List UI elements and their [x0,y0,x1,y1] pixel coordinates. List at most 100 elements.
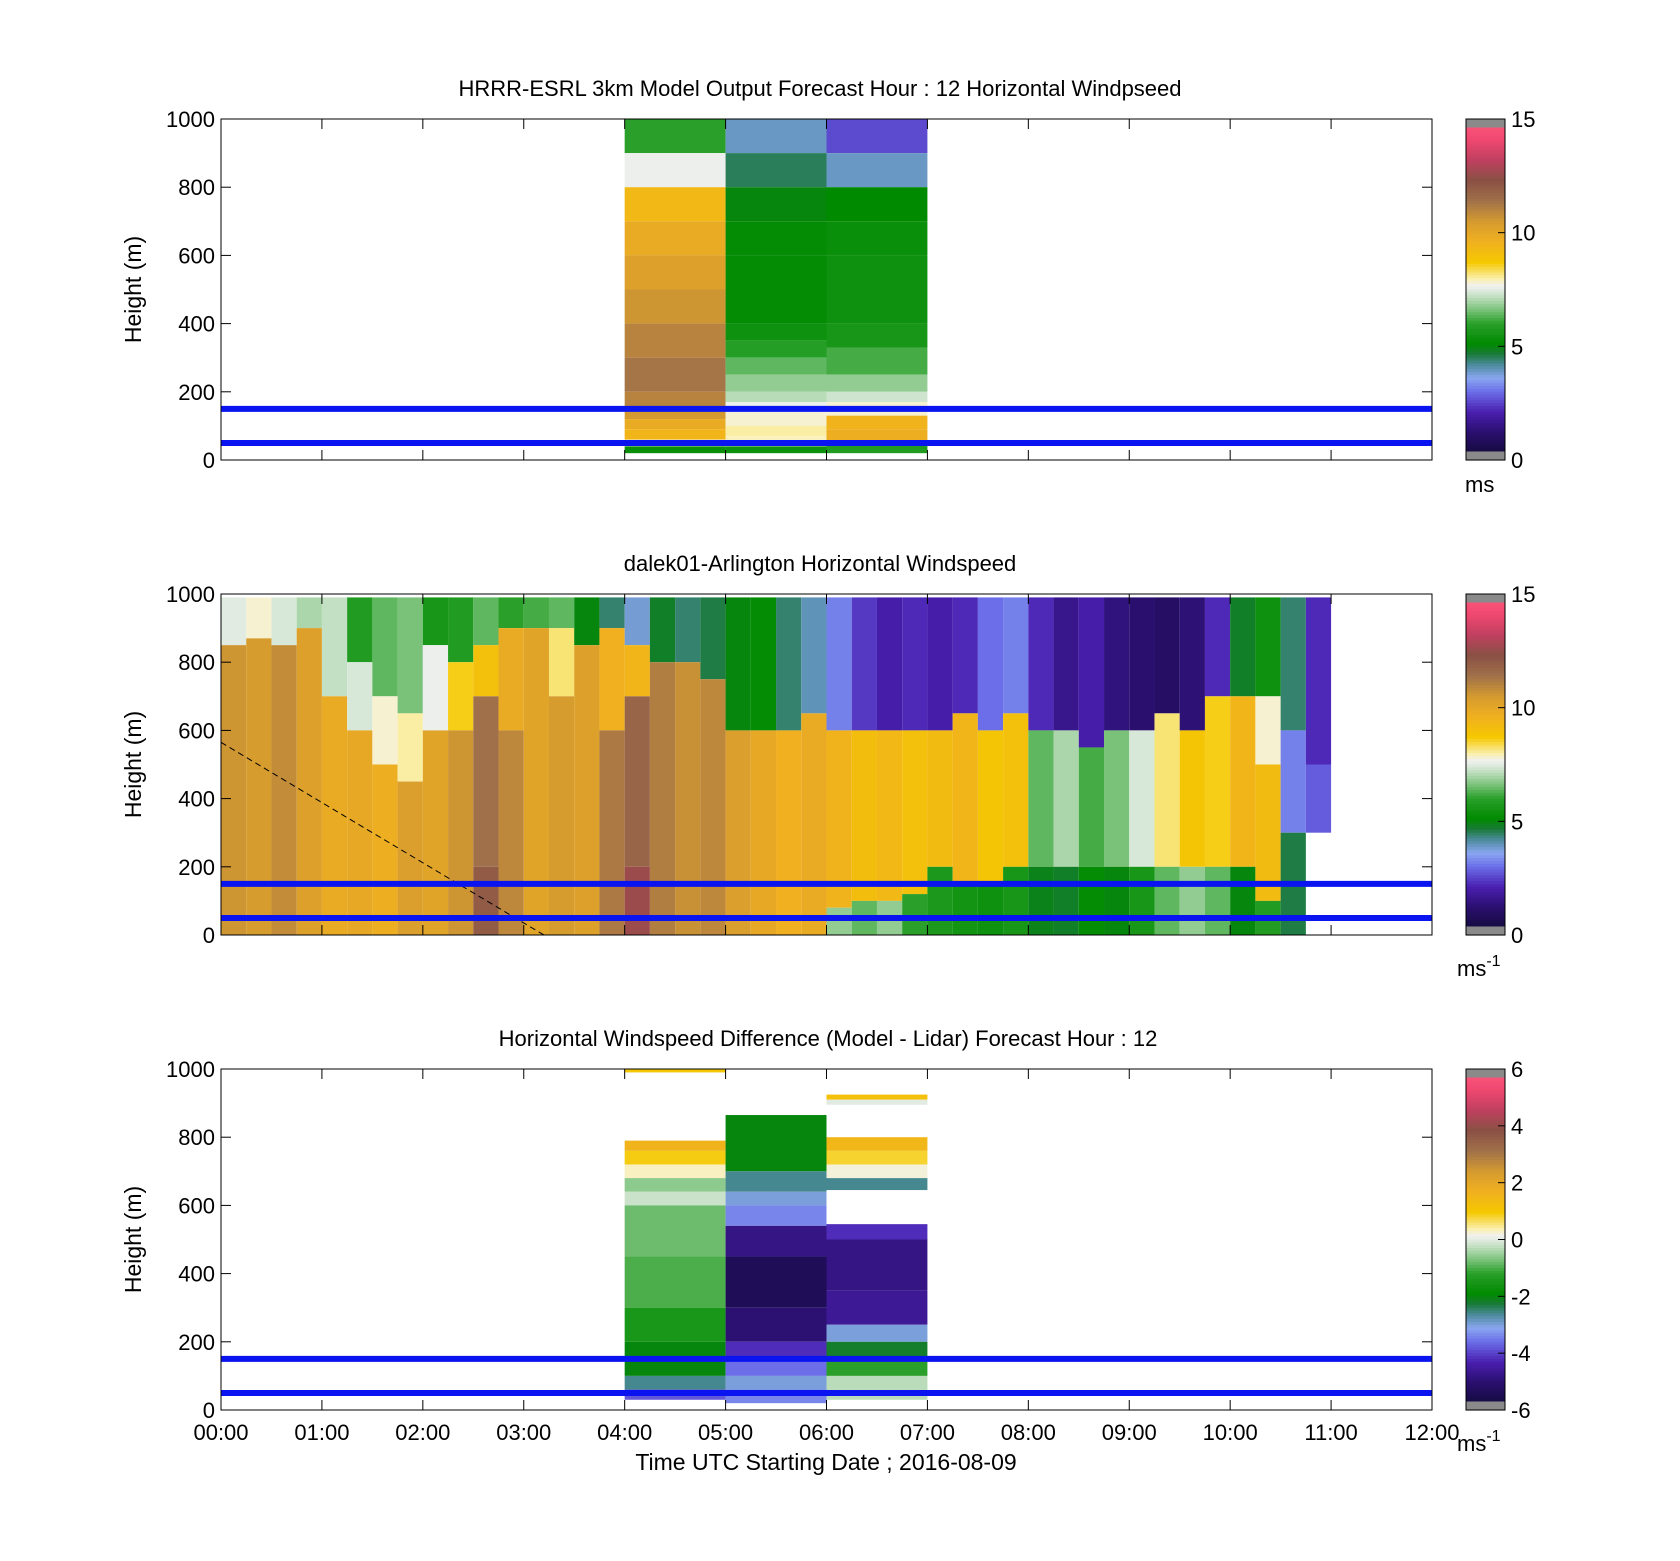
heatmap-cell [725,412,827,426]
heatmap-cell [473,597,499,646]
colorbar-swatch [1466,1287,1505,1292]
y-axis-label: Height (m) [120,1186,146,1293]
colorbar-swatch [1466,1216,1505,1221]
colorbar-swatch [1466,707,1505,712]
panel-title: HRRR-ESRL 3km Model Output Forecast Hour… [458,76,1181,101]
heatmap-cell [1204,696,1231,867]
heatmap-cell [1104,730,1130,867]
colorbar-unit-base: ms [1457,956,1486,981]
colorbar-swatch [1466,1211,1505,1215]
colorbar-swatch [1466,209,1505,214]
colorbar-swatch [1466,1299,1505,1303]
heatmap-cell [448,662,474,731]
heatmap-cell [1053,730,1079,867]
colorbar-swatch [1466,172,1505,177]
x-tick-marks [220,119,1433,460]
colorbar-swatch [1466,659,1505,663]
heatmap-cell [1280,730,1306,833]
colorbar-swatch [1466,710,1505,714]
heatmap-cell [826,730,852,908]
colorbar-swatch [1466,1356,1505,1360]
heatmap-cell [1028,597,1054,731]
heatmap-cell [624,1164,726,1179]
heatmap-cell [826,1358,928,1376]
colorbar-swatch [1466,1069,1505,1073]
colorbar-swatch [1466,929,1505,933]
heatmap-cell [473,866,499,935]
heatmap-cell [599,628,625,731]
colorbar-swatch [1466,716,1505,720]
colorbar-swatch [1466,1145,1505,1150]
colorbar-swatch [1466,1324,1505,1329]
heatmap-cell [271,645,297,935]
colorbar-swatch [1466,155,1505,160]
colorbar-swatch [1466,1321,1505,1326]
heatmap-cell [851,730,877,901]
colorbar-swatch [1466,1182,1505,1187]
heatmap-cell [624,221,726,256]
colorbar: 15 10 5 0 [1465,582,1535,948]
colorbar-swatch [1466,645,1505,649]
colorbar-tick-label: -4 [1511,1341,1531,1366]
heatmap-cell [725,597,751,731]
colorbar-swatch [1466,326,1505,330]
heatmap-cell [1255,696,1281,765]
heatmap-cell [826,1094,928,1100]
colorbar-swatch [1466,1088,1505,1093]
heatmap-cell [296,597,322,629]
colorbar-swatch [1466,224,1505,228]
heatmap-cell [624,1150,726,1165]
colorbar-swatch [1466,272,1505,276]
colorbar-swatch [1466,212,1505,217]
colorbar-swatch [1466,406,1505,410]
colorbar-swatch [1466,1131,1505,1135]
colorbar-swatch [1466,366,1505,370]
heatmap-cell [347,730,373,935]
colorbar-swatch [1466,246,1505,251]
colorbar-swatch [1466,380,1505,384]
colorbar-swatch [1466,1276,1505,1280]
colorbar-swatch [1466,1091,1505,1096]
heatmap-cell [473,696,499,867]
colorbar-swatch [1466,403,1505,407]
colorbar-swatch [1466,408,1505,413]
colorbar-swatch [1466,903,1505,908]
heatmap-cell [826,153,928,188]
heatmap-cell [649,597,676,663]
colorbar-swatch [1466,1142,1505,1147]
heatmap-cell [725,425,827,437]
colorbar-swatch [1466,744,1505,749]
heatmap-cell [725,446,827,454]
colorbar-swatch [1466,1159,1505,1164]
colorbar-swatch [1466,391,1505,396]
heatmap-cell [725,1171,827,1192]
colorbar-swatch [1466,909,1505,913]
heatmap-cell [725,340,827,358]
colorbar-swatch [1466,175,1505,180]
colorbar-swatch [1466,642,1505,646]
colorbar-swatch [1466,1310,1505,1314]
colorbar-swatch [1466,1361,1505,1366]
colorbar-swatch [1466,770,1505,774]
x-tick-label: 06:00 [799,1420,854,1445]
colorbar-swatch [1466,665,1505,669]
heatmap-cell [372,597,398,697]
colorbar-swatch [1466,374,1505,379]
panel-title: dalek01-Arlington Horizontal Windspeed [624,551,1017,576]
colorbar-swatch [1466,787,1505,791]
heatmap-cell [321,597,348,697]
colorbar-swatch [1466,872,1505,876]
colorbar-swatch [1466,1122,1505,1127]
heatmap-cell [624,429,726,440]
y-axis-label: Height (m) [120,711,146,818]
heatmap-cell [826,187,928,222]
colorbar-swatch [1466,1213,1505,1218]
heatmap-cell [372,696,398,765]
colorbar-swatch [1466,445,1505,450]
colorbar-swatch [1466,898,1505,902]
heatmap-cell [725,1115,827,1172]
colorbar-swatch [1466,647,1505,652]
colorbar-swatch [1466,608,1505,612]
heatmap-cell [1129,597,1155,731]
heatmap-cell [523,628,549,935]
